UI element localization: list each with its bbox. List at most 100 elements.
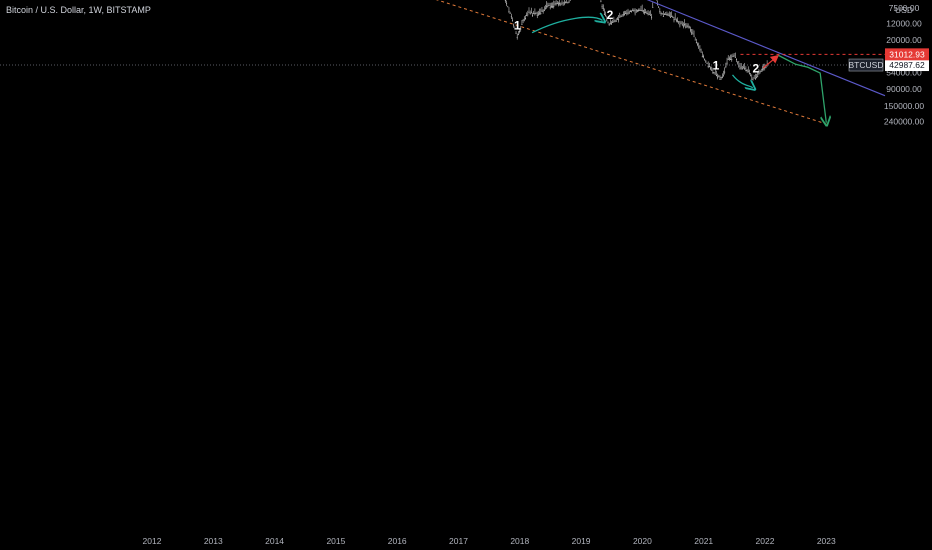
candle-body <box>516 36 518 38</box>
time-tick-label: 2021 <box>694 536 713 546</box>
candle-body <box>636 10 638 12</box>
annotations: 121212ALL-TIME BULL RUN SUPPORT <box>514 8 759 76</box>
wave-label: 2 <box>752 62 759 76</box>
candle-body <box>720 77 722 78</box>
candle-body <box>615 20 617 22</box>
time-tick-label: 2012 <box>143 536 162 546</box>
price-tick-label: 12000.00 <box>886 18 922 28</box>
candle-body <box>565 2 567 4</box>
candle-body <box>634 12 636 14</box>
candle-body <box>621 15 623 17</box>
price-tick-label: 54000.00 <box>886 68 922 78</box>
candle-body <box>719 79 721 80</box>
candle-body <box>694 39 696 41</box>
candle-body <box>649 14 651 16</box>
resistance-line <box>435 0 827 125</box>
time-tick-label: 2022 <box>756 536 775 546</box>
candle-body <box>672 17 674 18</box>
candle-body <box>702 56 704 58</box>
candle-body <box>648 14 650 15</box>
candle-body <box>629 11 631 13</box>
candle-body <box>756 77 758 79</box>
candle-body <box>748 73 750 75</box>
candle-body <box>699 49 701 51</box>
candle-body <box>546 6 548 8</box>
candle-body <box>741 68 743 70</box>
candle-body <box>764 67 766 69</box>
candle-body <box>750 75 752 77</box>
candle-body <box>662 16 664 17</box>
trend-lines <box>0 0 886 125</box>
candle-body <box>666 14 668 16</box>
candle-body <box>707 66 709 68</box>
candle-body <box>626 12 628 14</box>
candle-body <box>759 71 761 73</box>
candle-body <box>532 14 534 16</box>
candle-body <box>522 20 524 21</box>
candle-body <box>524 18 526 20</box>
candle-body <box>521 24 523 25</box>
candle-body <box>674 18 676 20</box>
candle-body <box>504 0 506 2</box>
candle-body <box>539 12 541 14</box>
candle-body <box>667 14 669 16</box>
candle-body <box>738 65 740 67</box>
time-tick-label: 2014 <box>265 536 284 546</box>
candle-body <box>682 25 684 27</box>
candle-body <box>568 1 570 3</box>
candle-body <box>535 13 537 15</box>
candle-body <box>679 24 681 26</box>
candle-body <box>644 12 646 14</box>
time-axis[interactable]: 2012 2013 2014 2015 2016 2017 2018 2019 2020 2021… <box>143 536 836 546</box>
candle-body <box>520 28 522 30</box>
candle-body <box>515 32 517 34</box>
candle-body <box>601 6 603 8</box>
candle-body <box>519 31 521 32</box>
currency-label: USD <box>895 5 913 15</box>
candle-body <box>724 71 726 73</box>
candle-body <box>708 66 710 67</box>
candle-body <box>687 25 689 27</box>
candle-body <box>567 2 569 4</box>
candle-body <box>603 13 605 15</box>
candle-body <box>743 67 745 69</box>
wave-curve <box>731 74 753 88</box>
candle-body <box>523 19 525 21</box>
price-tick-label: 240000.00 <box>884 116 924 126</box>
candle-body <box>527 13 529 15</box>
symbol-tag-text: BTCUSD <box>849 60 884 70</box>
candle-body <box>713 72 715 74</box>
price-tick-label: 20000.00 <box>886 35 922 45</box>
support-line <box>646 0 886 97</box>
candle-body <box>731 59 733 61</box>
projection-path <box>778 54 826 122</box>
candle-body <box>628 12 630 14</box>
candle-body <box>677 20 679 22</box>
candle-body <box>613 21 615 22</box>
target-price-tag-text: 31012.93 <box>889 49 925 59</box>
candle-body <box>673 19 675 21</box>
candle-body <box>533 12 535 14</box>
candle-body <box>665 14 667 15</box>
candle-body <box>616 18 618 20</box>
candle-body <box>622 14 624 16</box>
candle-body <box>747 71 749 73</box>
candle-body <box>733 55 735 57</box>
current-price-tag-text: 42987.62 <box>889 60 925 70</box>
candle-body <box>695 42 697 44</box>
candle-body <box>632 10 634 12</box>
candle-body <box>765 67 767 69</box>
price-tick-label: 90000.00 <box>886 84 922 94</box>
current-price-tag <box>885 59 929 72</box>
candle-body <box>727 59 729 61</box>
candle-body <box>620 16 622 17</box>
candle-body <box>560 4 562 6</box>
wave-label: 1 <box>713 59 720 73</box>
candle-body <box>641 10 643 11</box>
candle-body <box>547 5 549 7</box>
wave-label: 2 <box>607 8 614 22</box>
candle-body <box>642 10 644 12</box>
candle-body <box>691 32 693 34</box>
candle-body <box>517 34 519 36</box>
